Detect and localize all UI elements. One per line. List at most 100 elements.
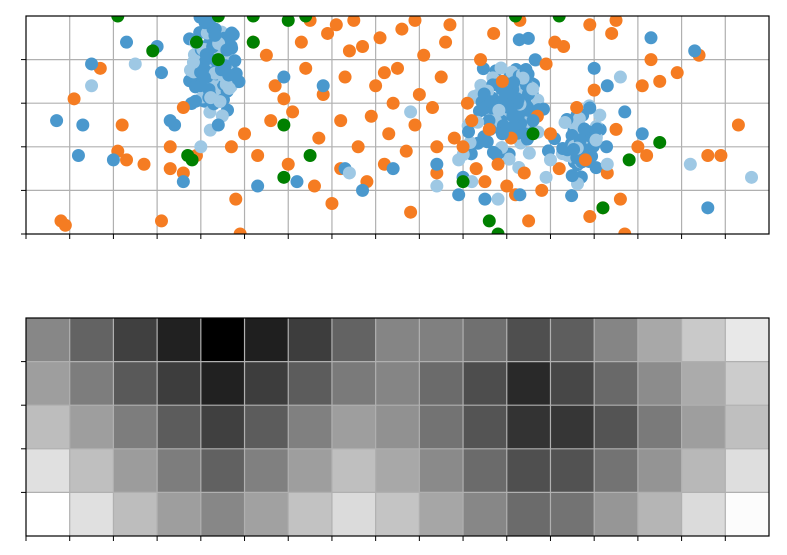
scatter-point <box>238 127 252 141</box>
heatmap-cell <box>725 318 770 363</box>
heatmap-cell <box>506 318 551 363</box>
scatter-point <box>281 16 295 27</box>
scatter-point <box>653 135 667 149</box>
heatmap-cell <box>463 492 508 537</box>
scatter-point <box>502 152 516 166</box>
scatter-point <box>578 153 592 167</box>
scatter-point <box>670 66 684 80</box>
heatmap-cell <box>331 492 377 537</box>
scatter-point <box>168 118 182 132</box>
scatter-point <box>277 170 291 184</box>
scatter-point <box>460 96 474 110</box>
scatter-point <box>589 133 603 147</box>
scatter-point <box>618 105 632 119</box>
heatmap-cell <box>506 448 551 493</box>
heatmap-cell <box>375 361 420 406</box>
heatmap-cell <box>594 492 639 537</box>
heatmap-cell <box>288 361 333 406</box>
scatter-point <box>494 61 508 75</box>
heatmap-cell <box>157 318 202 363</box>
scatter-point <box>495 74 509 88</box>
scatter-frame <box>25 15 770 235</box>
heatmap-cell <box>681 318 726 363</box>
scatter-point <box>277 92 291 106</box>
scatter-point <box>211 16 225 23</box>
scatter-point <box>281 157 295 171</box>
scatter-point <box>539 57 553 71</box>
scatter-point <box>106 153 120 167</box>
scatter-point <box>193 16 207 24</box>
scatter-point <box>76 118 90 132</box>
heatmap-cell <box>725 492 770 537</box>
scatter-point <box>491 157 505 171</box>
scatter-point <box>259 48 273 62</box>
scatter-point <box>683 157 697 171</box>
scatter-point <box>286 105 300 119</box>
scatter-point <box>194 140 208 154</box>
scatter-point <box>233 227 247 234</box>
scatter-point <box>644 53 658 67</box>
scatter-point <box>482 122 496 136</box>
heatmap-cell <box>69 492 114 537</box>
scatter-point <box>613 70 627 84</box>
scatter-point <box>465 114 479 128</box>
heatmap-cell <box>681 448 726 493</box>
scatter-point <box>474 53 488 67</box>
scatter-point <box>342 44 356 58</box>
scatter-point <box>731 118 745 132</box>
scatter-point <box>338 70 352 84</box>
scatter-point <box>430 140 444 154</box>
scatter-point <box>369 79 383 93</box>
scatter-point <box>635 79 649 93</box>
heatmap-cell <box>550 448 595 493</box>
heatmap-cell <box>331 448 377 493</box>
scatter-point <box>408 16 422 27</box>
heatmap-frame <box>25 317 770 537</box>
heatmap-cell <box>244 448 289 493</box>
scatter-point <box>204 91 218 105</box>
heatmap-cell <box>463 405 508 450</box>
scatter-point <box>189 35 203 49</box>
scatter-point <box>186 55 200 69</box>
scatter-point <box>653 74 667 88</box>
scatter-point <box>701 201 715 215</box>
scatter-point <box>605 26 619 40</box>
scatter-point <box>714 149 728 163</box>
heatmap-cell <box>200 448 246 493</box>
heatmap-cell <box>637 405 683 450</box>
scatter-point <box>382 127 396 141</box>
scatter-point <box>462 125 476 139</box>
scatter-point <box>456 140 470 154</box>
scatter-point <box>356 40 370 54</box>
heatmap-cell <box>419 448 464 493</box>
heatmap-cell <box>506 405 551 450</box>
scatter-point <box>478 175 492 189</box>
heatmap-cell <box>113 361 158 406</box>
scatter-point <box>587 61 601 75</box>
scatter-point <box>478 192 492 206</box>
scatter-point <box>197 70 211 84</box>
scatter-point <box>452 188 466 202</box>
scatter-point <box>208 28 222 42</box>
scatter-point <box>50 114 64 128</box>
heatmap-cell <box>69 405 114 450</box>
heatmap-cell <box>331 361 377 406</box>
heatmap-cell <box>506 492 551 537</box>
scatter-point <box>443 18 457 32</box>
scatter-point <box>246 35 260 49</box>
heatmap-cell <box>463 448 508 493</box>
scatter-point <box>356 183 370 197</box>
scatter-point <box>543 153 557 167</box>
scatter-point <box>224 39 238 53</box>
scatter-point <box>552 16 566 23</box>
heatmap-cell <box>419 405 464 450</box>
heatmap-cell <box>375 492 420 537</box>
scatter-point <box>701 149 715 163</box>
scatter-point <box>325 196 339 210</box>
heatmap-cell <box>463 361 508 406</box>
heatmap-cell <box>681 492 726 537</box>
scatter-point <box>290 175 304 189</box>
scatter-point <box>224 140 238 154</box>
heatmap-cell <box>113 492 158 537</box>
scatter-point <box>535 183 549 197</box>
